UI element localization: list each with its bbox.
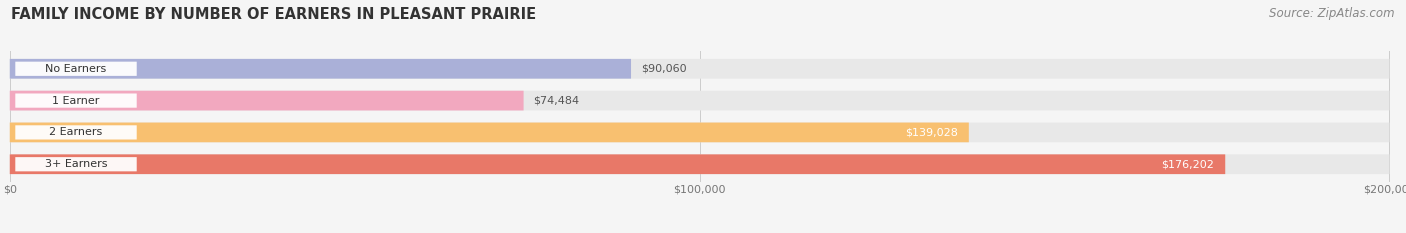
FancyBboxPatch shape	[10, 154, 1389, 174]
FancyBboxPatch shape	[15, 93, 136, 108]
FancyBboxPatch shape	[10, 123, 969, 142]
Text: 2 Earners: 2 Earners	[49, 127, 103, 137]
FancyBboxPatch shape	[10, 123, 1389, 142]
FancyBboxPatch shape	[15, 62, 136, 76]
Text: 1 Earner: 1 Earner	[52, 96, 100, 106]
Text: $139,028: $139,028	[905, 127, 957, 137]
Text: No Earners: No Earners	[45, 64, 107, 74]
Text: $90,060: $90,060	[641, 64, 686, 74]
FancyBboxPatch shape	[10, 91, 1389, 110]
FancyBboxPatch shape	[15, 125, 136, 140]
FancyBboxPatch shape	[10, 59, 1389, 79]
Text: $74,484: $74,484	[533, 96, 579, 106]
FancyBboxPatch shape	[15, 157, 136, 171]
Text: Source: ZipAtlas.com: Source: ZipAtlas.com	[1270, 7, 1395, 20]
FancyBboxPatch shape	[10, 154, 1225, 174]
Text: FAMILY INCOME BY NUMBER OF EARNERS IN PLEASANT PRAIRIE: FAMILY INCOME BY NUMBER OF EARNERS IN PL…	[11, 7, 536, 22]
FancyBboxPatch shape	[10, 91, 523, 110]
Text: 3+ Earners: 3+ Earners	[45, 159, 107, 169]
Text: $176,202: $176,202	[1161, 159, 1215, 169]
FancyBboxPatch shape	[10, 59, 631, 79]
